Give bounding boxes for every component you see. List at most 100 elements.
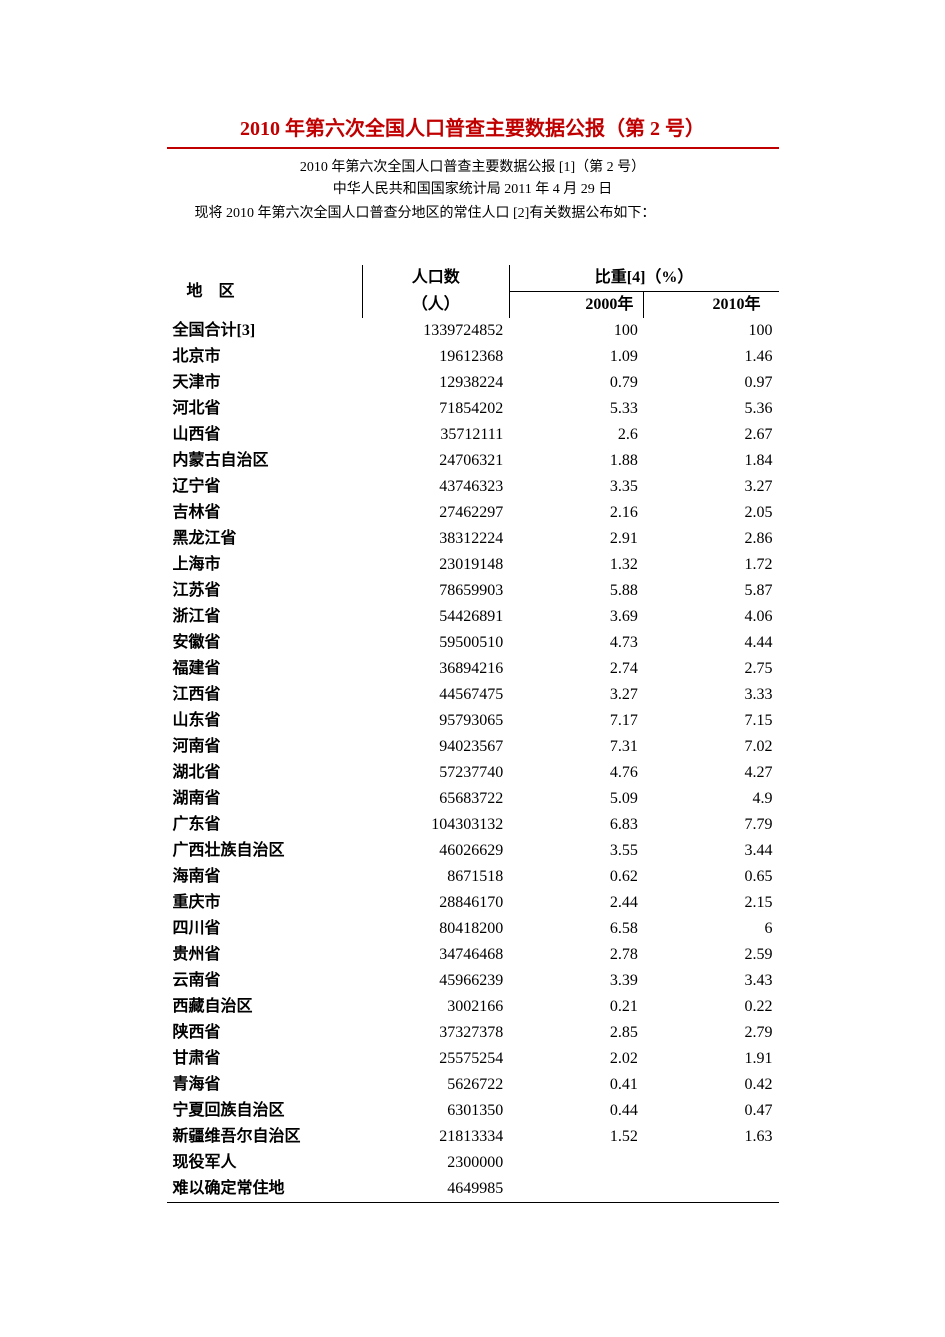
cell-population: 65683722 bbox=[362, 786, 509, 812]
cell-region: 上海市 bbox=[167, 552, 363, 578]
col-header-population: 人口数 bbox=[362, 265, 509, 292]
cell-region: 安徽省 bbox=[167, 630, 363, 656]
cell-ratio-2000: 5.09 bbox=[509, 786, 644, 812]
cell-region: 西藏自治区 bbox=[167, 994, 363, 1020]
cell-population: 19612368 bbox=[362, 344, 509, 370]
cell-population: 28846170 bbox=[362, 890, 509, 916]
cell-region: 宁夏回族自治区 bbox=[167, 1098, 363, 1124]
cell-region: 广东省 bbox=[167, 812, 363, 838]
cell-region: 陕西省 bbox=[167, 1020, 363, 1046]
cell-ratio-2000: 6.83 bbox=[509, 812, 644, 838]
cell-ratio-2000: 3.35 bbox=[509, 474, 644, 500]
table-row: 贵州省347464682.782.59 bbox=[167, 942, 779, 968]
cell-ratio-2000: 7.31 bbox=[509, 734, 644, 760]
cell-ratio-2000: 0.21 bbox=[509, 994, 644, 1020]
cell-ratio-2000: 2.74 bbox=[509, 656, 644, 682]
cell-ratio-2000 bbox=[509, 1176, 644, 1203]
cell-region: 贵州省 bbox=[167, 942, 363, 968]
cell-ratio-2010: 4.06 bbox=[644, 604, 779, 630]
cell-ratio-2000: 2.6 bbox=[509, 422, 644, 448]
cell-region: 山东省 bbox=[167, 708, 363, 734]
document-page: 2010 年第六次全国人口普查主要数据公报（第 2 号） 2010 年第六次全国… bbox=[167, 112, 779, 1203]
census-table: 地 区 人口数 比重[4]（%） （人） 2000年 2010年 全国合计[3]… bbox=[167, 265, 779, 1203]
cell-ratio-2000: 3.69 bbox=[509, 604, 644, 630]
cell-population: 23019148 bbox=[362, 552, 509, 578]
cell-population: 38312224 bbox=[362, 526, 509, 552]
cell-ratio-2010: 1.91 bbox=[644, 1046, 779, 1072]
cell-region: 浙江省 bbox=[167, 604, 363, 630]
cell-ratio-2010: 1.46 bbox=[644, 344, 779, 370]
cell-population: 3002166 bbox=[362, 994, 509, 1020]
table-row: 山东省957930657.177.15 bbox=[167, 708, 779, 734]
cell-region: 江苏省 bbox=[167, 578, 363, 604]
document-title: 2010 年第六次全国人口普查主要数据公报（第 2 号） bbox=[167, 112, 779, 147]
cell-region: 难以确定常住地 bbox=[167, 1176, 363, 1203]
col-header-population-unit: （人） bbox=[362, 292, 509, 319]
cell-region: 青海省 bbox=[167, 1072, 363, 1098]
cell-region: 内蒙古自治区 bbox=[167, 448, 363, 474]
cell-ratio-2010: 3.43 bbox=[644, 968, 779, 994]
cell-ratio-2000: 3.27 bbox=[509, 682, 644, 708]
cell-region: 重庆市 bbox=[167, 890, 363, 916]
cell-population: 2300000 bbox=[362, 1150, 509, 1176]
table-row: 天津市129382240.790.97 bbox=[167, 370, 779, 396]
table-header: 地 区 人口数 比重[4]（%） （人） 2000年 2010年 bbox=[167, 265, 779, 318]
table-body: 全国合计[3]1339724852100100北京市196123681.091.… bbox=[167, 318, 779, 1203]
cell-population: 35712111 bbox=[362, 422, 509, 448]
cell-population: 8671518 bbox=[362, 864, 509, 890]
cell-ratio-2000: 2.85 bbox=[509, 1020, 644, 1046]
cell-population: 4649985 bbox=[362, 1176, 509, 1203]
cell-ratio-2010: 0.97 bbox=[644, 370, 779, 396]
cell-population: 12938224 bbox=[362, 370, 509, 396]
cell-ratio-2000: 0.79 bbox=[509, 370, 644, 396]
cell-ratio-2000: 1.32 bbox=[509, 552, 644, 578]
cell-ratio-2010: 2.86 bbox=[644, 526, 779, 552]
cell-ratio-2010: 100 bbox=[644, 318, 779, 344]
table-row: 内蒙古自治区247063211.881.84 bbox=[167, 448, 779, 474]
cell-ratio-2010: 7.79 bbox=[644, 812, 779, 838]
cell-region: 湖北省 bbox=[167, 760, 363, 786]
cell-region: 甘肃省 bbox=[167, 1046, 363, 1072]
cell-population: 94023567 bbox=[362, 734, 509, 760]
table-row: 全国合计[3]1339724852100100 bbox=[167, 318, 779, 344]
table-row: 湖北省572377404.764.27 bbox=[167, 760, 779, 786]
cell-region: 辽宁省 bbox=[167, 474, 363, 500]
cell-region: 广西壮族自治区 bbox=[167, 838, 363, 864]
subtitle-line-1: 2010 年第六次全国人口普查主要数据公报 [1]（第 2 号） bbox=[167, 157, 779, 179]
cell-population: 25575254 bbox=[362, 1046, 509, 1072]
cell-ratio-2010: 4.9 bbox=[644, 786, 779, 812]
cell-ratio-2000: 3.39 bbox=[509, 968, 644, 994]
cell-ratio-2000: 0.62 bbox=[509, 864, 644, 890]
cell-ratio-2010: 5.87 bbox=[644, 578, 779, 604]
table-row: 上海市230191481.321.72 bbox=[167, 552, 779, 578]
col-header-2010: 2010年 bbox=[644, 292, 779, 319]
spacer bbox=[167, 225, 779, 265]
cell-population: 37327378 bbox=[362, 1020, 509, 1046]
table-row: 宁夏回族自治区63013500.440.47 bbox=[167, 1098, 779, 1124]
table-row: 云南省459662393.393.43 bbox=[167, 968, 779, 994]
table-row: 甘肃省255752542.021.91 bbox=[167, 1046, 779, 1072]
cell-region: 天津市 bbox=[167, 370, 363, 396]
cell-population: 45966239 bbox=[362, 968, 509, 994]
cell-ratio-2000: 1.09 bbox=[509, 344, 644, 370]
cell-ratio-2000: 2.02 bbox=[509, 1046, 644, 1072]
cell-ratio-2010: 1.63 bbox=[644, 1124, 779, 1150]
cell-ratio-2000: 2.16 bbox=[509, 500, 644, 526]
cell-population: 59500510 bbox=[362, 630, 509, 656]
cell-ratio-2000: 2.44 bbox=[509, 890, 644, 916]
cell-region: 河北省 bbox=[167, 396, 363, 422]
cell-region: 云南省 bbox=[167, 968, 363, 994]
table-row: 江西省445674753.273.33 bbox=[167, 682, 779, 708]
cell-ratio-2010: 0.22 bbox=[644, 994, 779, 1020]
cell-region: 福建省 bbox=[167, 656, 363, 682]
cell-population: 27462297 bbox=[362, 500, 509, 526]
cell-population: 6301350 bbox=[362, 1098, 509, 1124]
cell-region: 黑龙江省 bbox=[167, 526, 363, 552]
table-row: 辽宁省437463233.353.27 bbox=[167, 474, 779, 500]
cell-population: 36894216 bbox=[362, 656, 509, 682]
cell-ratio-2010: 4.44 bbox=[644, 630, 779, 656]
cell-region: 湖南省 bbox=[167, 786, 363, 812]
cell-ratio-2000: 4.76 bbox=[509, 760, 644, 786]
cell-population: 34746468 bbox=[362, 942, 509, 968]
cell-region: 新疆维吾尔自治区 bbox=[167, 1124, 363, 1150]
